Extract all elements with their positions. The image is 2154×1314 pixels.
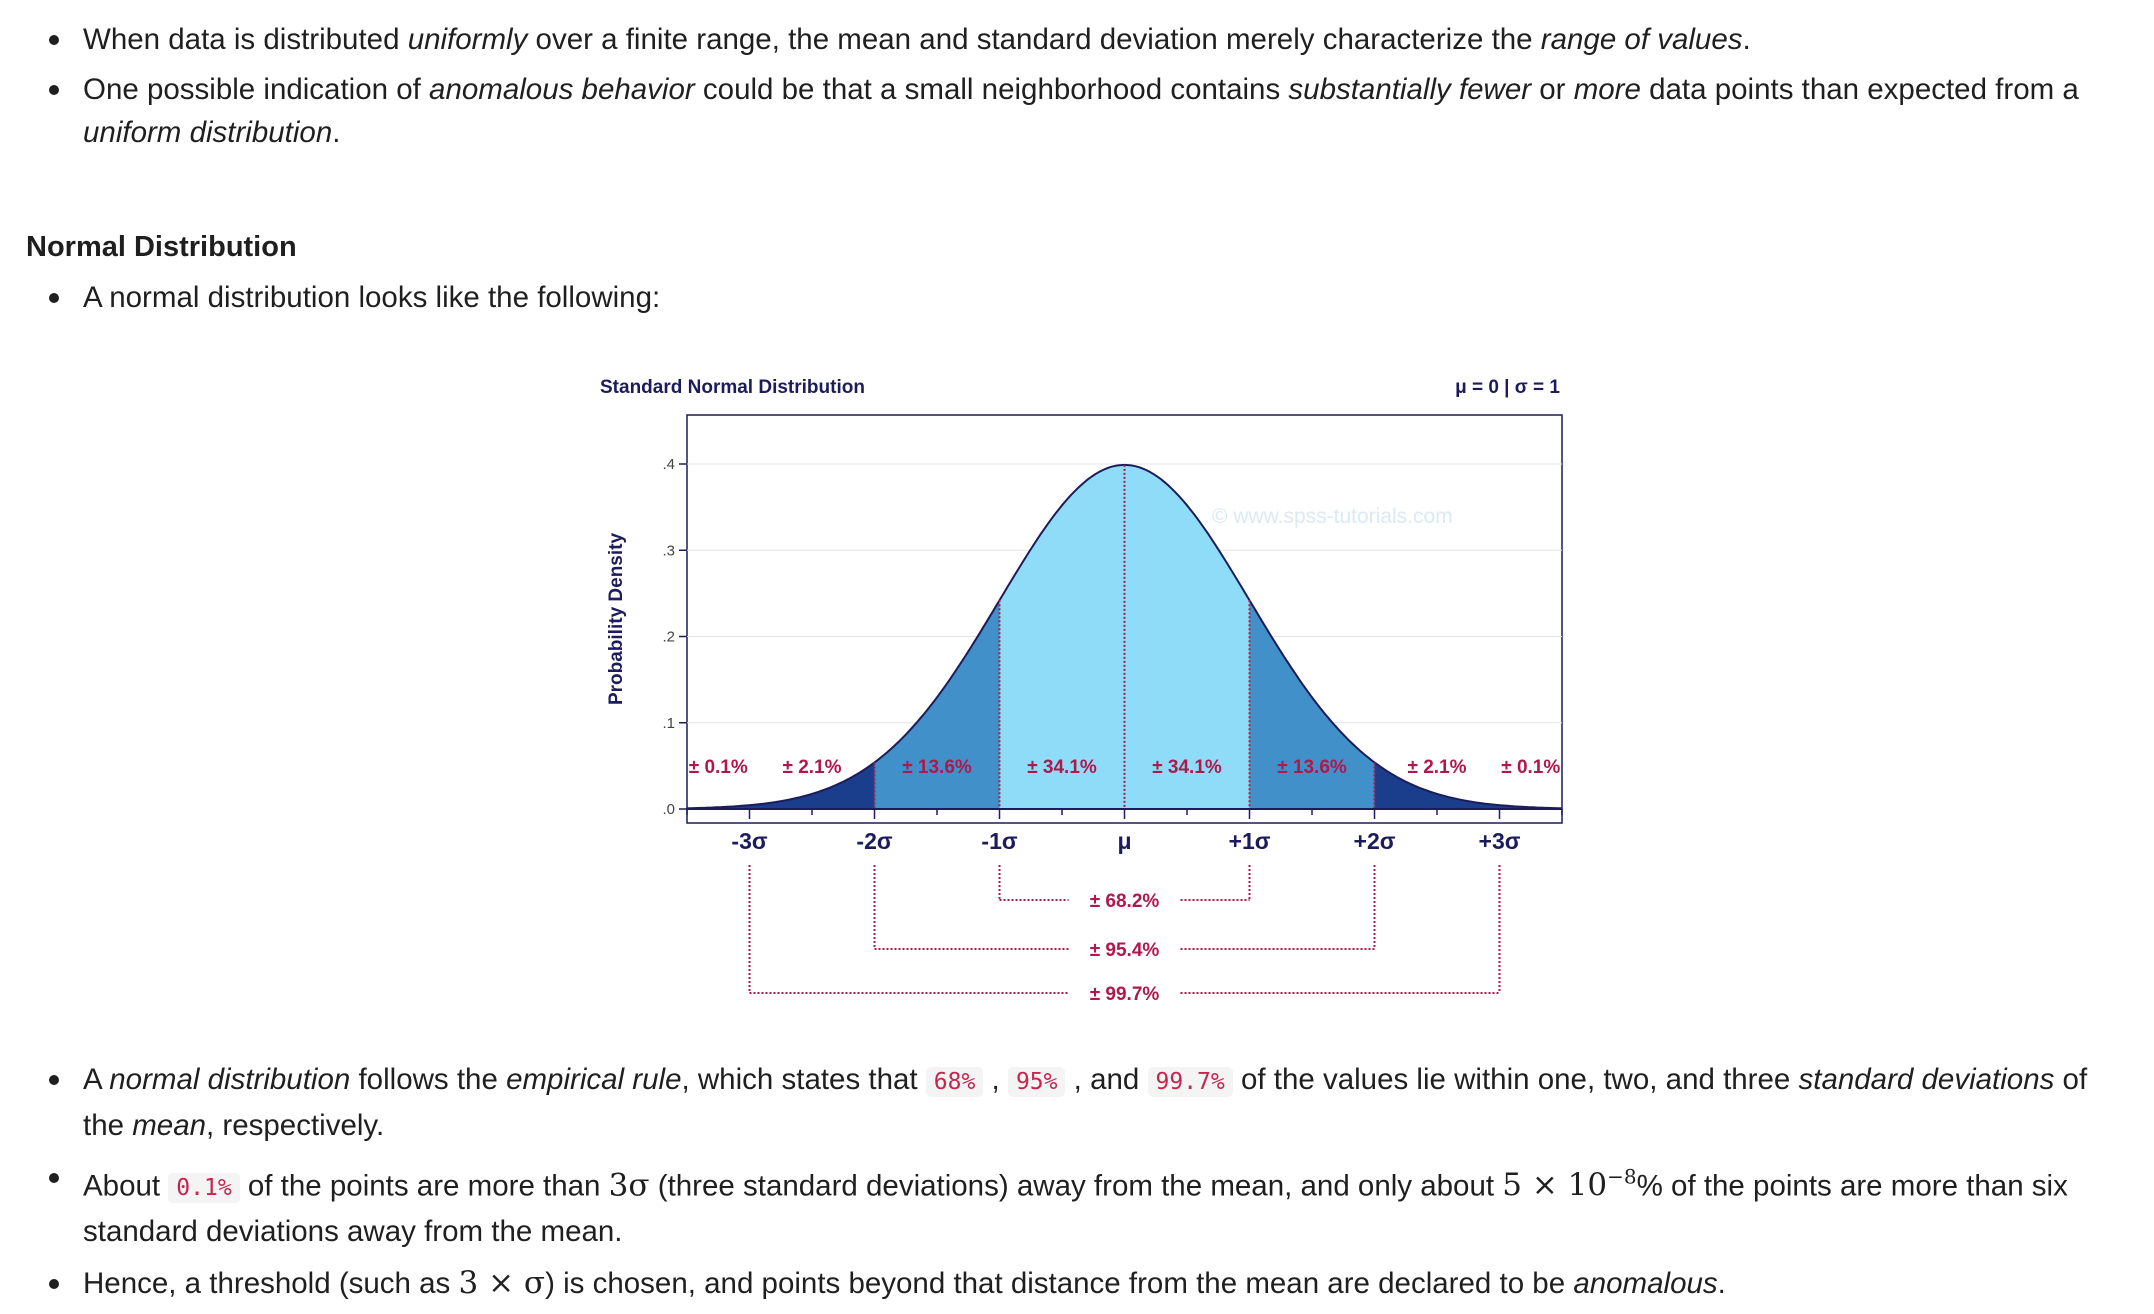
text-run: . xyxy=(1742,23,1751,56)
bracket-percentage-label: ± 95.4% xyxy=(1090,940,1160,961)
chart-watermark: © www.spss-tutorials.com xyxy=(1212,505,1453,528)
intro-bullet-list: When data is distributed uniformly over … xyxy=(0,18,2154,154)
text-run: of the values lie within one, two, and t… xyxy=(1232,1063,1799,1096)
y-axis-label: Probability Density xyxy=(606,533,627,706)
text-run: mean xyxy=(132,1109,207,1142)
distribution-region xyxy=(1374,762,1500,809)
region-percentage-label: ± 13.6% xyxy=(1277,757,1347,778)
text-run: more xyxy=(1573,73,1641,106)
text-run: , which states that xyxy=(681,1063,926,1096)
list-item: A normal distribution looks like the fol… xyxy=(0,276,2154,319)
region-percentage-label: ± 2.1% xyxy=(782,757,841,778)
region-percentage-label: ± 34.1% xyxy=(1152,757,1222,778)
standard-normal-distribution-chart: Standard Normal Distribution μ = 0 | σ = … xyxy=(600,377,1563,1005)
math-expression: 3σ xyxy=(608,1167,650,1204)
bracket-percentage-label: ± 99.7% xyxy=(1090,984,1160,1005)
list-item: One possible indication of anomalous beh… xyxy=(0,68,2154,154)
inline-code: 95% xyxy=(1007,1067,1066,1097)
x-tick-label: +3σ xyxy=(1479,828,1521,854)
text-run: normal distribution xyxy=(109,1063,351,1096)
region-percentage-label: ± 0.1% xyxy=(1501,757,1560,778)
text-run: One possible indication of xyxy=(83,73,430,106)
section-heading-normal-distribution: Normal Distribution xyxy=(26,231,297,263)
y-tick-label: .0 xyxy=(662,801,675,818)
region-percentage-label: ± 2.1% xyxy=(1407,757,1466,778)
text-run: or xyxy=(1531,73,1574,106)
y-tick-label: .4 xyxy=(662,456,675,473)
text-run: , xyxy=(983,1063,1008,1096)
text-run: over a finite range, the mean and standa… xyxy=(527,23,1541,56)
x-tick-label: -2σ xyxy=(856,828,892,854)
list-item: A normal distribution follows the empiri… xyxy=(0,1058,2154,1147)
bracket-percentage-label: ± 68.2% xyxy=(1090,891,1160,912)
text-run: anomalous xyxy=(1573,1267,1718,1301)
text-run: could be that a small neighborhood conta… xyxy=(694,73,1289,106)
text-run: (three standard deviations) away from th… xyxy=(649,1169,1503,1203)
math-expression: 5 × 10−8 xyxy=(1502,1165,1637,1204)
chart-subtitle: μ = 0 | σ = 1 xyxy=(1455,377,1560,398)
chart-title: Standard Normal Distribution xyxy=(600,377,865,398)
inline-code: 68% xyxy=(925,1067,984,1097)
x-tick-label: μ xyxy=(1117,828,1131,854)
text-run: % of the points are more than six standa… xyxy=(83,1169,2068,1249)
y-tick-label: .3 xyxy=(662,542,675,559)
region-percentage-label: ± 0.1% xyxy=(689,757,748,778)
text-run: . xyxy=(332,116,341,149)
text-run: When data is distributed xyxy=(83,23,408,56)
x-tick-label: +2σ xyxy=(1354,828,1396,854)
text-run: of the points are more than xyxy=(239,1169,609,1203)
text-run: substantially fewer xyxy=(1288,73,1532,106)
inline-code: 0.1% xyxy=(168,1173,240,1204)
text-run: ) is chosen, and points beyond that dist… xyxy=(545,1267,1574,1301)
region-percentage-label: ± 13.6% xyxy=(902,757,972,778)
x-tick-label: -3σ xyxy=(731,828,767,854)
x-tick-label: -1σ xyxy=(981,828,1017,854)
text-run: follows the xyxy=(350,1063,507,1096)
list-item: When data is distributed uniformly over … xyxy=(0,18,2154,61)
text-run: , and xyxy=(1065,1063,1148,1096)
x-tick-label: +1σ xyxy=(1229,828,1271,854)
math-expression: 3 × σ xyxy=(458,1265,546,1302)
text-run: of the xyxy=(83,1063,2088,1142)
y-tick-label: .2 xyxy=(662,629,675,646)
text-run: uniform distribution xyxy=(83,116,333,149)
density-curve xyxy=(687,463,1562,810)
distribution-region xyxy=(749,762,875,809)
text-run: Hence, a threshold (such as xyxy=(83,1267,459,1301)
region-percentage-label: ± 34.1% xyxy=(1027,757,1097,778)
text-run: anomalous behavior xyxy=(429,73,695,106)
text-run: −8 xyxy=(1607,1165,1637,1189)
inline-code: 99.7% xyxy=(1147,1067,1233,1097)
text-run: standard deviations xyxy=(1798,1063,2055,1096)
text-run: range of values xyxy=(1540,23,1743,56)
list-item: About 0.1% of the points are more than 3… xyxy=(0,1156,2154,1253)
text-run: uniformly xyxy=(407,23,528,56)
text-run: About xyxy=(83,1169,169,1203)
text-run: . xyxy=(1717,1267,1726,1301)
text-run: , respectively. xyxy=(206,1109,385,1142)
text-run: A xyxy=(83,1063,110,1096)
text-run: empirical rule xyxy=(506,1063,682,1096)
list-item: Hence, a threshold (such as 3 × σ) is ch… xyxy=(0,1262,2154,1305)
text-run: A normal distribution looks like the fol… xyxy=(83,281,661,314)
y-tick-label: .1 xyxy=(662,715,675,732)
text-run: data points than expected from a xyxy=(1640,73,2079,106)
normal-distribution-bullet-list: A normal distribution looks like the fol… xyxy=(0,276,2154,319)
empirical-rule-bullet-list: A normal distribution follows the empiri… xyxy=(0,1058,2154,1314)
